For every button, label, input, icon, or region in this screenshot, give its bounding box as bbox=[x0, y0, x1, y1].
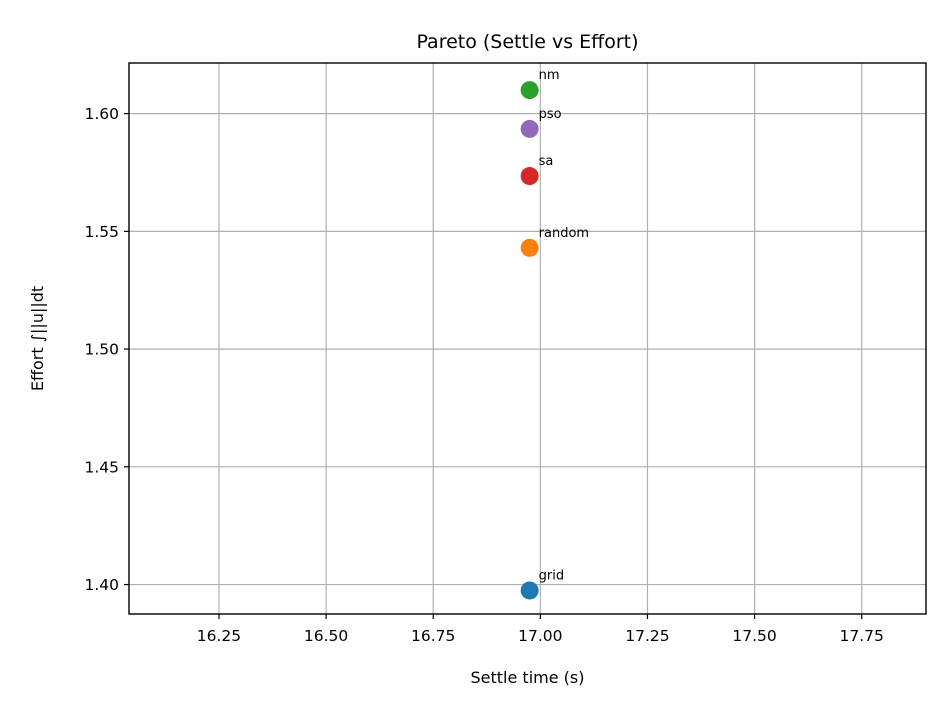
grid-layer bbox=[129, 63, 926, 614]
ticks-layer: 16.25 16.50 16.75 17.00 17.25 17.50 17.75 1.40 1… bbox=[84, 105, 883, 645]
points-layer: grid random sa pso nm bbox=[520, 68, 589, 600]
y-axis-label: Effort ∫||u||dt bbox=[28, 286, 47, 391]
point-label-nm: nm bbox=[539, 68, 560, 83]
x-tick-label: 17.25 bbox=[625, 627, 669, 645]
x-tick-label: 16.50 bbox=[304, 627, 348, 645]
y-tick-label: 1.45 bbox=[84, 458, 119, 476]
point-label-sa: sa bbox=[539, 154, 554, 169]
data-point-random bbox=[520, 238, 539, 257]
data-point-pso bbox=[520, 119, 539, 138]
point-label-grid: grid bbox=[539, 568, 564, 583]
x-tick-label: 16.75 bbox=[411, 627, 455, 645]
x-tick-label: 17.00 bbox=[518, 627, 562, 645]
x-axis-label: Settle time (s) bbox=[471, 668, 585, 687]
y-tick-label: 1.55 bbox=[84, 223, 119, 241]
data-point-sa bbox=[520, 167, 539, 186]
data-point-nm bbox=[520, 81, 539, 100]
point-label-random: random bbox=[539, 226, 589, 241]
y-tick-label: 1.50 bbox=[84, 341, 119, 359]
x-tick-label: 17.75 bbox=[840, 627, 884, 645]
y-tick-label: 1.60 bbox=[84, 105, 119, 123]
axes-frame bbox=[128, 62, 927, 615]
data-point-grid bbox=[520, 581, 539, 600]
point-label-pso: pso bbox=[539, 107, 562, 122]
chart-title: Pareto (Settle vs Effort) bbox=[416, 31, 638, 53]
x-tick-label: 17.50 bbox=[732, 627, 776, 645]
x-tick-label: 16.25 bbox=[197, 627, 241, 645]
y-tick-label: 1.40 bbox=[84, 576, 119, 594]
